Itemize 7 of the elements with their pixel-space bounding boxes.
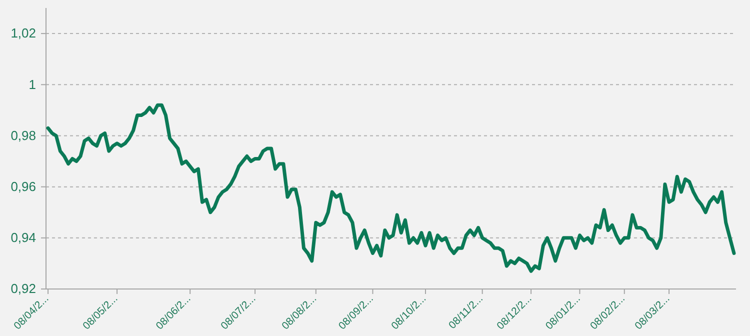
y-tick-label: 0,98	[10, 128, 36, 143]
y-tick-label: 0,96	[10, 178, 36, 194]
y-tick-label: 0,94	[10, 230, 36, 246]
y-tick-label: 1,02	[10, 26, 36, 41]
y-tick-label: 0,92	[10, 281, 36, 296]
y-tick-label: 1	[28, 76, 36, 92]
line-series	[46, 103, 736, 273]
